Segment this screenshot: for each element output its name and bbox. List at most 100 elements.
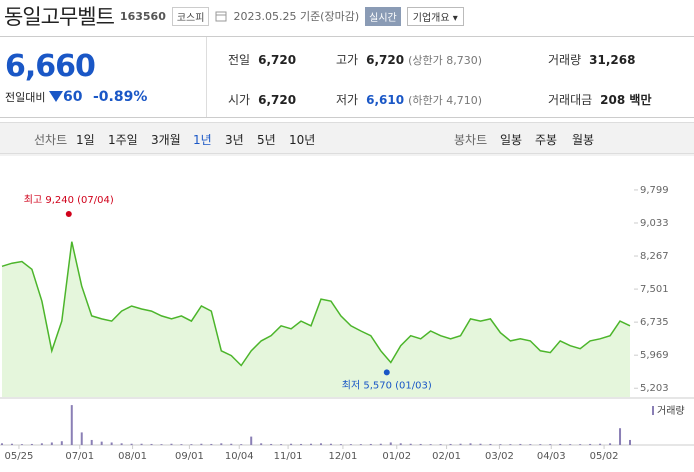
stock-name: 동일고무벨트 [4,5,115,29]
volume-legend-icon [652,406,654,415]
price-line [1,241,631,367]
volume-bar [270,443,273,445]
candle-tab[interactable]: 일봉 [500,133,523,147]
stat-label: 거래량 [548,53,582,67]
stat-cell: 고가 6,720 (상한가 8,730) [336,51,482,68]
stock-code: 163560 [119,9,166,23]
volume-bar [499,444,502,445]
volume-bar [329,443,332,445]
stat-value: 6,610 [366,93,405,107]
volume-bar [579,444,582,445]
x-tick-label: 11/01 [274,451,303,462]
change-pct: -0.89% [92,89,148,105]
volume-bar [1,443,3,445]
tab-label: 봉차트 [454,133,488,147]
low-label: 최저 5,570 (01/03) [342,379,432,391]
volume-bar [170,443,173,445]
high-label: 최고 9,240 (07/04) [24,194,114,206]
period-tab[interactable]: 1주일 [108,133,138,147]
y-tick-label: 7,501 [640,284,669,295]
period-tab[interactable]: 1년 [193,133,212,147]
volume-bar [459,443,462,445]
y-tick-label: 9,799 [640,185,669,196]
volume-bar [509,444,512,445]
period-tab[interactable]: 10년 [289,133,316,147]
x-tick-label: 09/01 [175,451,204,462]
volume-bar [569,444,572,445]
volume-bar [399,443,402,445]
volume-bar [479,443,482,445]
volume-bar [300,443,303,445]
volume-bar [150,443,153,445]
stat-value: 31,268 [589,53,636,67]
volume-bar [449,443,452,445]
x-tick-label: 05/25 [5,451,34,462]
stat-label: 시가 [228,93,251,107]
volume-bar [429,444,432,445]
x-tick-label: 02/01 [432,451,461,462]
overview-button[interactable]: 기업개요 ▾ [406,6,464,26]
x-tick-label: 03/02 [485,451,514,462]
volume-bar [609,443,612,445]
y-tick-label: 8,267 [640,251,669,262]
y-tick-label: 6,735 [640,317,669,328]
volume-bar [539,444,542,445]
period-tab[interactable]: 3년 [225,133,244,147]
volume-bar [349,444,352,445]
volume-bar [40,443,43,445]
period-tab[interactable]: 5년 [257,133,276,147]
volume-bar [519,443,522,445]
volume-bar [100,441,103,445]
period-tabs: 선차트 1일 1주일 3개월 1년 3년 5년 10년 봉차트 일봉 주봉 월봉 [0,122,694,154]
volume-bar [369,443,372,445]
date: 2023.05.25 기준(장마감) [233,10,360,23]
high-dot [65,211,72,218]
volume-bar [559,443,562,445]
realtime-button[interactable]: 실시간 [365,6,401,26]
volume-bar [359,444,362,445]
period-tab[interactable]: 1일 [76,133,95,147]
stat-cell: 거래대금 208 백만 [548,91,651,108]
volume-bar [30,443,33,445]
volume-bar [310,443,313,445]
volume-bar [80,432,83,445]
volume-bar [50,442,53,445]
y-tick-label: 5,203 [640,383,669,394]
volume-bar [589,443,592,445]
volume-bar [260,443,263,445]
period-tab[interactable]: 3개월 [151,133,181,147]
candle-tab[interactable]: 주봉 [535,133,558,147]
volume-bar [389,442,392,445]
market-badge: 코스피 [171,6,210,26]
change-value: 60 [62,89,83,105]
volume-bar [319,443,322,445]
x-tick-label: 01/02 [382,451,411,462]
y-tick-label: 9,033 [640,218,669,229]
volume-bar [469,443,472,445]
down-arrow [48,91,63,102]
volume-bar [60,441,63,445]
volume-bar [419,443,422,445]
low-dot [383,369,390,376]
volume-bar [130,443,133,445]
volume-legend: 거래량 [657,405,685,417]
volume-bar [20,444,23,445]
volume-bar [220,443,223,445]
volume-bar [10,443,13,445]
x-tick-label: 05/02 [590,451,619,462]
stat-label: 거래대금 [548,93,593,107]
volume-bar [439,444,442,445]
stat-cell: 시가 6,720 [228,91,296,108]
stat-value: 6,720 [258,53,297,67]
price: 6,660 [5,49,96,84]
volume-bar [409,443,412,445]
header: 동일고무벨트 163560 코스피 2023.05.25 기준(장마감) 실시간… [0,0,694,32]
volume-bar [250,436,253,445]
candle-tab[interactable]: 월봉 [572,133,595,147]
stat-label: 고가 [336,53,359,67]
x-tick-label: 12/01 [329,451,358,462]
stat-cell: 저가 6,610 (하한가 4,710) [336,91,482,108]
volume-bar [70,405,73,445]
volume-bar [280,444,283,445]
